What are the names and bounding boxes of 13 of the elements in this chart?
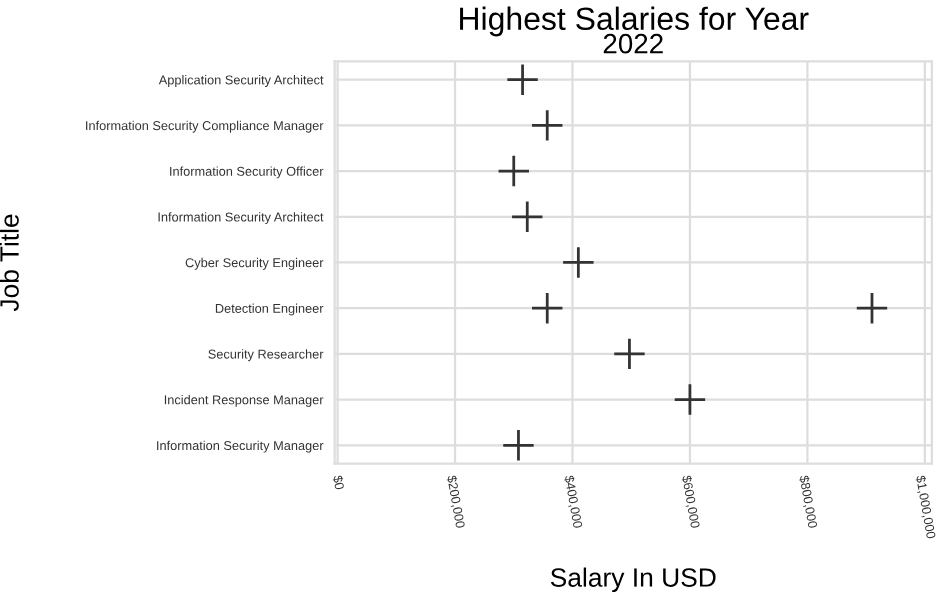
y-axis-title: Job Title [0,214,19,312]
point [561,245,595,280]
x-axis-title: Salary In USD [550,567,716,593]
point [612,337,647,371]
chart-subtitle: 2022 [603,33,663,54]
point [501,428,536,462]
point [530,108,564,142]
point [497,154,531,188]
point [673,382,707,417]
point [510,200,544,234]
point [855,291,889,325]
point [505,63,540,97]
point [530,291,564,325]
